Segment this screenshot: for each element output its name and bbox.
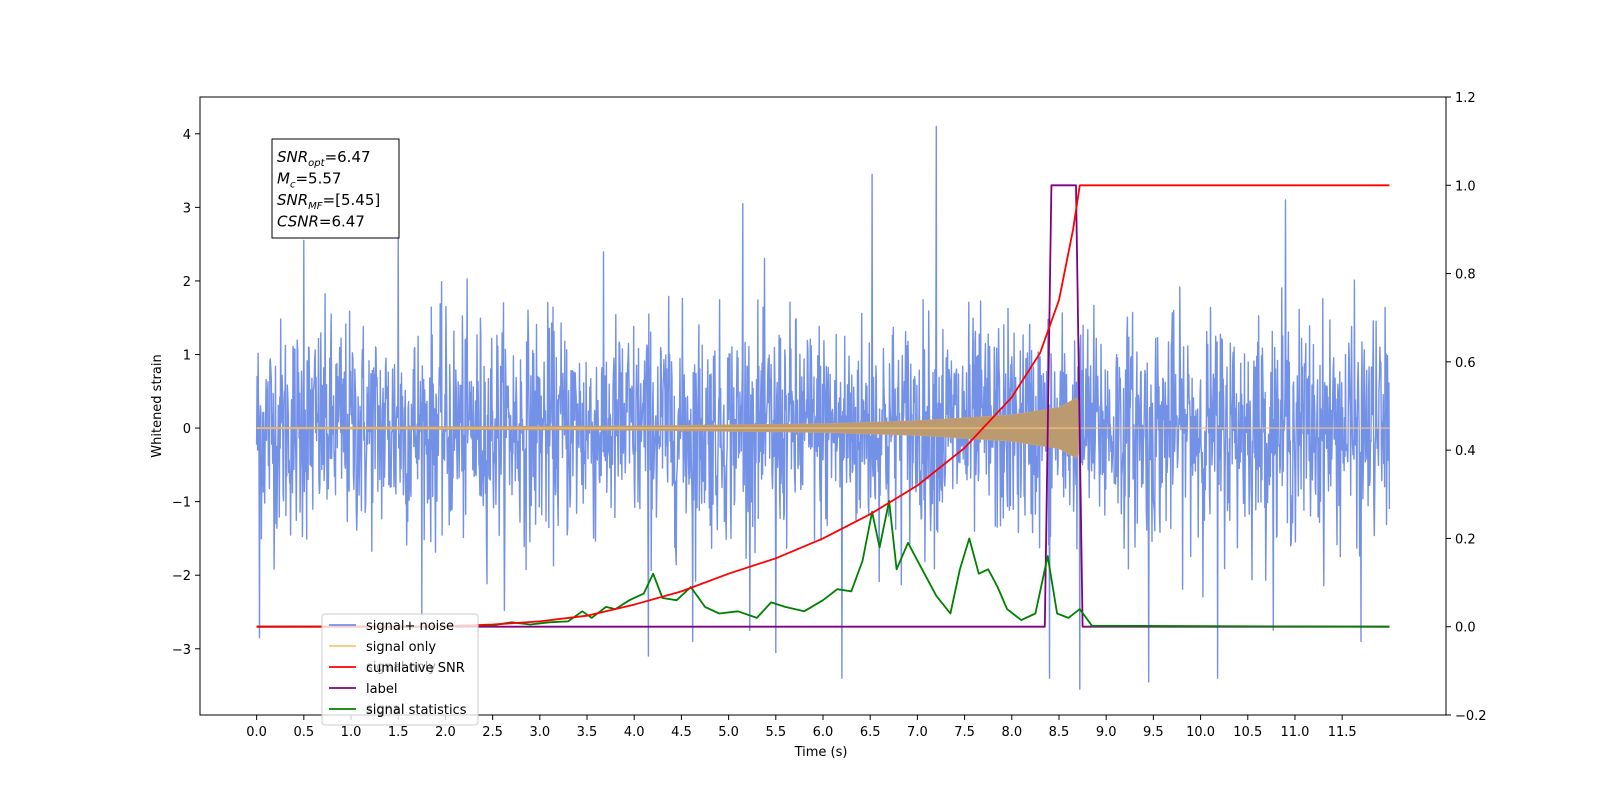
y-axis-label: Whitened strain [150,354,165,457]
annotation-line: SNRopt=6.47 [277,148,371,169]
x-tick-label: 9.0 [1096,725,1117,740]
x-tick-label: 7.0 [907,725,928,740]
x-tick-label: 1.5 [388,725,409,740]
x-tick-label: 1.0 [341,725,362,740]
legend-entry-label: signal only [366,640,436,655]
legend-entry-label: signal statistics [366,703,467,718]
x-tick-label: 3.5 [577,725,598,740]
y-tick-label: 1 [183,349,191,364]
x-tick-label: 10.5 [1233,725,1262,740]
legend-entry-label: cumilative SNR [366,661,465,676]
x-tick-label: 11.5 [1328,725,1357,740]
x-axis: 0.0 0.5 1.0 1.5 2.0 2.5 3.0 3.5 4.0 4.5 5.0 5.5 6.0 6… [246,715,1357,740]
x-tick-label: 0.5 [293,725,314,740]
x-tick-label: 7.5 [954,725,975,740]
annotation-value: =6.47 [325,148,371,166]
annotation-value: =6.47 [319,213,365,231]
x-tick-label: 8.5 [1049,725,1070,740]
y-tick-label: 3 [183,201,191,216]
x-tick-label: 4.0 [624,725,645,740]
y-tick-label: 4 [183,128,191,143]
series-cumulative-snr-line [256,184,1390,628]
y2-tick-label: 0.8 [1455,268,1476,283]
x-tick-label: 0.0 [246,725,267,740]
annotation-subscript: c [290,180,296,191]
series-signal-statistics-line [256,500,1390,628]
annotation-value: =[5.45] [323,191,381,209]
legend-frame [321,613,479,726]
y-tick-label: 0 [183,422,191,437]
y2-tick-label: −0.2 [1455,709,1487,724]
legend-entry-label: label [366,682,397,697]
x-tick-label: 8.0 [1001,725,1022,740]
y-tick-label: −1 [172,496,191,511]
legend-entry-label: signal+ noise [366,619,454,634]
annotation-line: CSNR=6.47 [277,213,365,231]
annotation-subscript: opt [308,158,325,169]
annotation-value: =5.57 [295,170,341,188]
annotation-symbol: SNR [277,148,308,166]
x-tick-label: 3.0 [529,725,550,740]
annotation-frame [271,138,400,239]
y-axis-right: −0.2 0.0 0.2 0.4 0.6 0.8 1.0 1.2 [1446,91,1487,724]
annotation-line: Mc=5.57 [277,170,341,191]
annotation-line: SNRMF=[5.45] [277,191,380,212]
annotation-symbol: CSNR [277,213,319,231]
legend: signal only signal signal+ noise signal onl… [321,613,479,726]
x-axis-label: Time (s) [794,745,848,760]
annotation-subscript: MF [308,201,323,212]
x-tick-label: 4.5 [671,725,692,740]
x-tick-label: 5.5 [765,725,786,740]
x-tick-label: 2.0 [435,725,456,740]
plot-area [255,125,1391,690]
annotation-symbol: M [277,170,290,188]
series-signal-plus-noise-line [255,125,1391,690]
y-axis-left: −3 −2 −1 0 1 2 3 4 [172,128,200,658]
x-tick-label: 5.0 [718,725,739,740]
y2-tick-label: 0.6 [1455,356,1476,371]
y2-tick-label: 1.2 [1455,91,1476,106]
x-tick-label: 10.0 [1186,725,1215,740]
legend-hidden-label: signal only [366,660,436,675]
x-tick-label: 9.5 [1143,725,1164,740]
annotation-symbol: SNR [277,191,308,209]
y-tick-label: −3 [172,643,191,658]
y2-tick-label: 0.0 [1455,621,1476,636]
y-tick-label: 2 [183,275,191,290]
x-tick-label: 6.0 [813,725,834,740]
legend-hidden-label: signal [366,702,404,717]
y2-tick-label: 0.4 [1455,444,1476,459]
y2-tick-label: 0.2 [1455,532,1476,547]
x-tick-label: 2.5 [482,725,503,740]
y2-tick-label: 1.0 [1455,179,1476,194]
y-tick-label: −2 [172,569,191,584]
x-tick-label: 6.5 [860,725,881,740]
x-tick-label: 11.0 [1280,725,1309,740]
